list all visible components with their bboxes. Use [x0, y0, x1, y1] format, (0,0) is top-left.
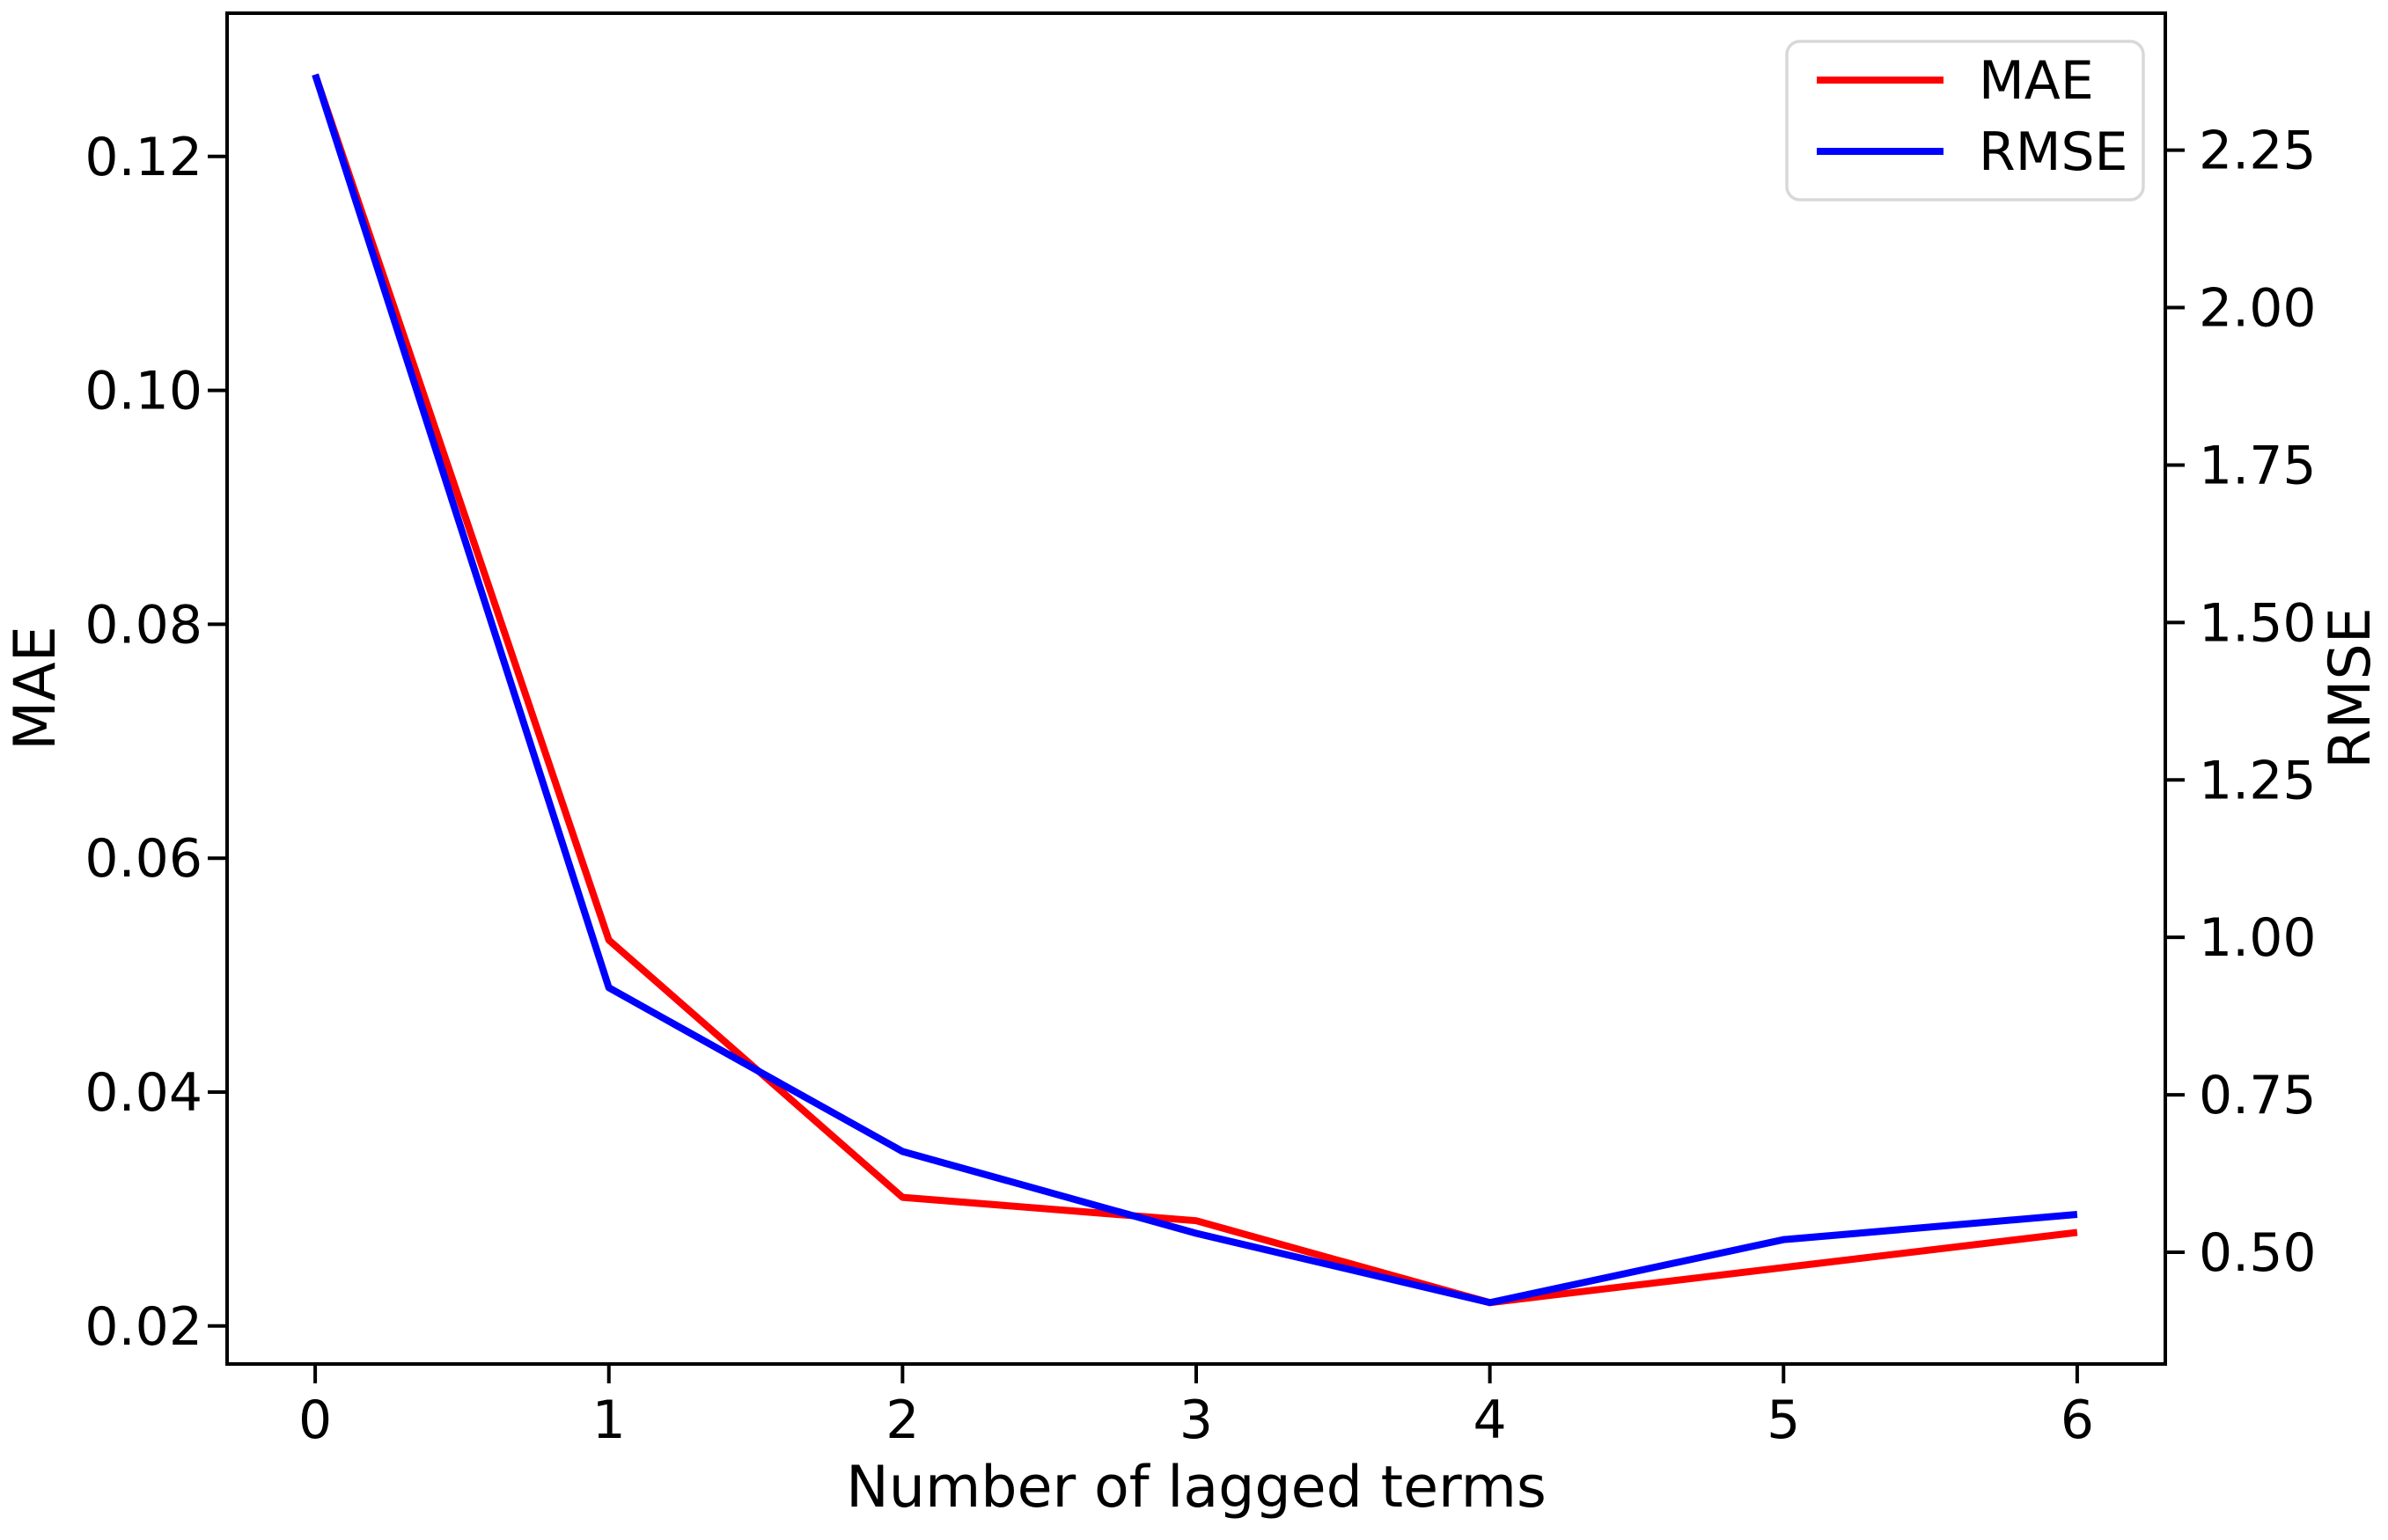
x-tick-label: 3 [1179, 1390, 1213, 1451]
x-tick-label: 1 [592, 1390, 626, 1451]
mae-line [312, 73, 2078, 1307]
left-tick-label: 0.04 [84, 1062, 202, 1124]
data-series-group [312, 73, 2078, 1307]
x-tick-label: 2 [885, 1390, 919, 1451]
right-tick-label: 0.75 [2199, 1065, 2317, 1126]
right-tick-label: 2.25 [2199, 121, 2317, 182]
x-tick-label: 6 [2061, 1390, 2094, 1451]
legend-group: MAE RMSE [1785, 40, 2145, 202]
rmse-legend-label: RMSE [1979, 121, 2127, 183]
right-tick-label: 2.00 [2199, 278, 2317, 340]
plot-frame-group [225, 11, 2167, 1366]
rmse-line [312, 73, 2078, 1307]
mae-legend-label: MAE [1979, 50, 2094, 112]
left-tick-label: 0.08 [84, 594, 202, 656]
x-tick-label: 0 [298, 1390, 332, 1451]
right-axis-label: RMSE [2318, 607, 2384, 769]
right-tick-label: 1.75 [2199, 435, 2317, 496]
x-axis-label: Number of lagged terms [846, 1455, 1547, 1521]
x-tick-label: 4 [1473, 1390, 1507, 1451]
left-tick-label: 0.06 [84, 828, 202, 890]
left-tick-label: 0.12 [84, 127, 202, 188]
right-tick-label: 1.00 [2199, 907, 2317, 969]
right-tick-label: 1.50 [2199, 592, 2317, 654]
x-tick-label: 5 [1767, 1390, 1800, 1451]
left-axis-label: MAE [3, 626, 69, 751]
axis-ticks-group: 0 1 2 3 4 5 6 0.02 0.04 0.06 0.08 0.10 0.12 0.50 0.75 1… [84, 121, 2316, 1451]
right-tick-label: 0.50 [2199, 1222, 2317, 1284]
left-tick-label: 0.10 [84, 361, 202, 422]
left-tick-label: 0.02 [84, 1296, 202, 1358]
plot-frame [225, 11, 2167, 1366]
right-tick-label: 1.25 [2199, 750, 2317, 811]
